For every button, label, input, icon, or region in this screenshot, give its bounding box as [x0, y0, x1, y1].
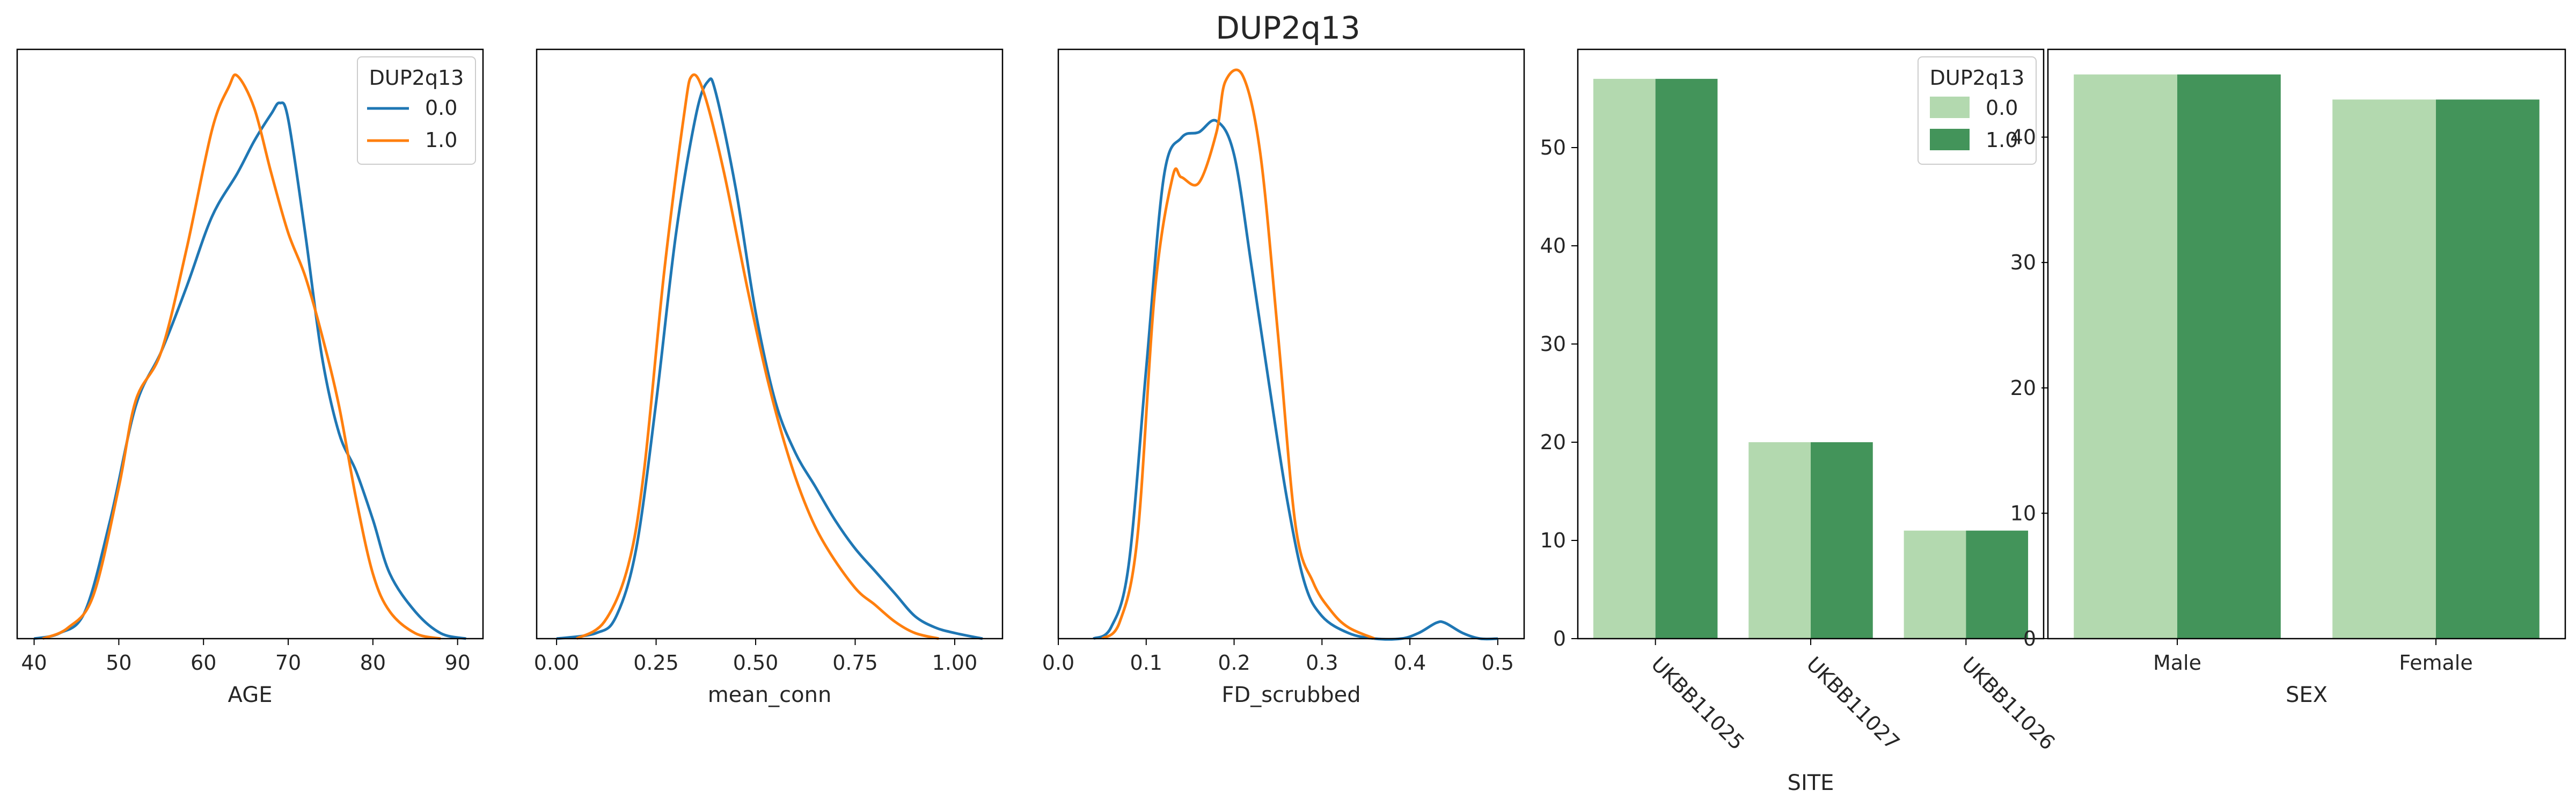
- panel-1-axes-frame: [16, 48, 484, 640]
- panel-2-xtick-label-4: 1.00: [932, 651, 978, 675]
- panel-5-bar-male-0_0: [2074, 74, 2177, 639]
- panel-4-bar-ukbb11026-1_0: [1966, 530, 2029, 639]
- panel-4-bar-ukbb11025-1_0: [1655, 78, 1718, 639]
- panel-3-xlabel: FD_scrubbed: [1221, 683, 1360, 707]
- panel-4-legend-label-0: 0.0: [1986, 96, 2018, 120]
- panel-4-legend: DUP2q13 0.0 1.0: [1918, 56, 2037, 165]
- panel-5-bar-female-1_0: [2436, 99, 2540, 639]
- panel-5-ytick-label-1: 10: [2010, 501, 2036, 525]
- panel-4-ytick-label-0: 0: [1553, 627, 1566, 650]
- panel-4-ytick-label-1: 10: [1540, 529, 1566, 552]
- panel-4-xtick-label-1: UKBB11027: [1802, 652, 1905, 755]
- panel-1-series-0_0-line: [34, 101, 466, 640]
- panel-4: 0 10 20 30 40 50 UKBB11025 UKBB11027 UKBB11026 SI…: [1540, 48, 2060, 795]
- panel-3-axes-frame: [1057, 48, 1525, 640]
- figure-title: DUP2q13: [1216, 10, 1360, 46]
- panel-5-xtick-label-1: Female: [2399, 651, 2472, 675]
- panel-5-ytick-label-0: 0: [2023, 627, 2036, 650]
- panel-4-ytick-label-3: 30: [1540, 332, 1566, 356]
- panel-1-xtick-label-2: 60: [191, 651, 216, 675]
- panel-4-bar-ukbb11027-0_0: [1748, 442, 1811, 639]
- panel-3-series-1_0-line: [1101, 68, 1375, 640]
- panel-2-xlabel: mean_conn: [708, 683, 832, 707]
- panel-4-xtick-label-0: UKBB11025: [1646, 652, 1749, 755]
- panel-2-xtick-label-1: 0.25: [633, 651, 679, 675]
- panel-2-series-1_0-line: [575, 73, 939, 640]
- panel-4-bar-ukbb11025-0_0: [1593, 78, 1656, 639]
- panel-2: 0.00 0.25 0.50 0.75 1.00 mean_conn: [534, 48, 1004, 707]
- panel-3-xtick-label-4: 0.4: [1394, 651, 1426, 675]
- panel-4-ytick-label-2: 20: [1540, 430, 1566, 454]
- panel-4-legend-swatch-0: [1930, 97, 1970, 118]
- panel-3-xtick-label-5: 0.5: [1482, 651, 1514, 675]
- panel-3-xtick-label-3: 0.3: [1306, 651, 1338, 675]
- panel-3-xtick-label-2: 0.2: [1218, 651, 1250, 675]
- panel-2-xtick-label-3: 0.75: [832, 651, 878, 675]
- panel-5-ytick-label-4: 40: [2010, 126, 2036, 149]
- panel-4-ytick-label-4: 40: [1540, 234, 1566, 258]
- panel-3-series-0_0-line: [1093, 119, 1498, 641]
- panel-4-legend-label-1: 1.0: [1986, 128, 2018, 152]
- panel-4-bar-ukbb11026-0_0: [1904, 530, 1966, 639]
- panel-4-xtick-label-2: UKBB11026: [1957, 652, 2060, 755]
- panel-3-xtick-label-1: 0.1: [1130, 651, 1162, 675]
- panel-1-xtick-label-5: 90: [444, 651, 470, 675]
- panel-5-axes-frame: [2047, 48, 2566, 640]
- panel-5-ytick-label-2: 20: [2010, 376, 2036, 400]
- panel-2-axes-frame: [536, 48, 1004, 640]
- panel-2-xtick-label-2: 0.50: [733, 651, 779, 675]
- panel-5-bar-female-0_0: [2332, 99, 2436, 639]
- panel-4-xlabel: SITE: [1788, 771, 1834, 795]
- panel-1-legend-title: DUP2q13: [369, 66, 464, 90]
- panel-2-series-0_0-line: [556, 77, 983, 640]
- panel-1-xlabel: AGE: [228, 683, 273, 707]
- panel-1-legend-label-1: 1.0: [425, 128, 457, 152]
- panel-1: 40 50 60 70 80 90 AGE DUP2q13 0.0 1.0: [16, 48, 484, 707]
- panel-3: 0.0 0.1 0.2 0.3 0.4 0.5 FD_scrubbed: [1042, 48, 1525, 707]
- panel-5-bar-male-1_0: [2177, 74, 2281, 639]
- panel-4-legend-title: DUP2q13: [1930, 66, 2025, 90]
- panel-4-ytick-label-5: 50: [1540, 136, 1566, 159]
- panel-5-xtick-label-0: Male: [2153, 651, 2201, 675]
- panel-4-legend-swatch-1: [1930, 129, 1970, 150]
- panel-1-xtick-label-1: 50: [106, 651, 131, 675]
- panel-3-xtick-label-0: 0.0: [1042, 651, 1074, 675]
- panel-2-xtick-label-0: 0.00: [534, 651, 580, 675]
- panel-1-xtick-label-3: 70: [275, 651, 301, 675]
- panel-5-xlabel: SEX: [2286, 683, 2328, 707]
- panel-1-legend: DUP2q13 0.0 1.0: [357, 56, 476, 165]
- panel-1-legend-label-0: 0.0: [425, 96, 457, 120]
- panel-4-bar-ukbb11027-1_0: [1811, 442, 1873, 639]
- panel-5-ytick-label-3: 30: [2010, 251, 2036, 274]
- panel-4-axes-frame: [1577, 48, 2045, 640]
- panel-5: 0 10 20 30 40 Male Female SEX: [2010, 48, 2566, 707]
- panel-1-xtick-label-0: 40: [21, 651, 47, 675]
- panel-1-xtick-label-4: 80: [360, 651, 386, 675]
- panel-1-series-1_0-line: [42, 73, 441, 640]
- panel-1-legend-frame: [357, 56, 476, 165]
